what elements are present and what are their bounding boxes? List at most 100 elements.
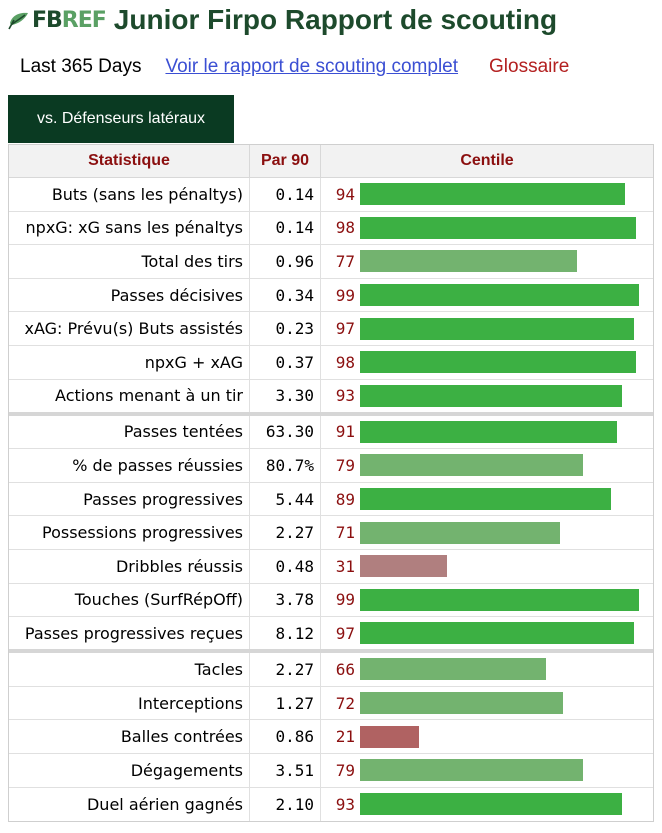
percentile-value: 72 [335,693,355,713]
percentile-bar [360,420,617,443]
stat-percentile-cell: 99 [321,279,653,312]
table-header: Statistique Par 90 Centile [9,145,653,178]
header-percentile[interactable]: Centile [460,152,514,169]
percentile-bar-track [360,692,642,715]
stat-percentile-cell: 98 [321,346,653,379]
percentile-bar-track [360,793,642,816]
percentile-bar [360,488,611,511]
percentile-bar [360,216,637,239]
percentile-value: 77 [335,251,355,271]
percentile-value: 99 [335,590,355,610]
percentile-bar [360,317,634,340]
percentile-bar-track [360,622,642,645]
stat-name: Possessions progressives [9,516,250,549]
stat-percentile-cell: 97 [321,312,653,345]
stat-percentile-cell: 21 [321,720,653,753]
stat-name: Total des tirs [9,245,250,278]
stat-per90: 0.37 [250,345,321,379]
percentile-value: 93 [335,794,355,814]
table-row: Passes progressives 5.44 89 [9,482,653,517]
percentile-value: 79 [335,760,355,780]
percentile-bar-track [360,384,642,407]
table-row: Balles contrées 0.86 21 [9,720,653,754]
stat-per90: 0.14 [250,211,321,245]
stat-per90: 63.30 [250,415,321,449]
stat-name: Dégagements [9,753,250,787]
table-row: xAG: Prévu(s) Buts assistés 0.23 97 [9,312,653,346]
stat-name: Balles contrées [9,720,250,753]
stat-per90: 0.48 [250,549,321,583]
percentile-bar-track [360,454,642,477]
percentile-bar-track [360,317,642,340]
table-row: Touches (SurfRépOff) 3.78 99 [9,583,653,618]
logo-fb: FB [32,7,63,33]
stat-per90: 3.51 [250,753,321,787]
stat-per90: 2.10 [250,787,321,822]
percentile-bar [360,454,583,477]
links-row: Last 365 Days Voir le rapport de scoutin… [20,56,569,78]
logo-ref: REF [61,7,107,33]
percentile-bar [360,384,623,407]
percentile-bar [360,284,640,307]
percentile-value: 31 [335,556,355,576]
stat-per90: 80.7% [250,449,321,482]
stat-per90: 5.44 [250,482,321,516]
percentile-value: 98 [335,352,355,372]
percentile-bar-track [360,521,642,544]
glossary-link[interactable]: Glossaire [489,56,570,77]
percentile-bar-track [360,284,642,307]
stat-per90: 8.12 [250,617,321,650]
full-report-link[interactable]: Voir le rapport de scouting complet [165,56,459,77]
leaf-icon [8,9,30,31]
percentile-bar [360,622,634,645]
percentile-bar-track [360,555,642,578]
percentile-bar-track [360,250,642,273]
stat-per90: 0.14 [250,178,321,211]
percentile-bar-track [360,183,642,206]
table-row: Dégagements 3.51 79 [9,753,653,788]
stat-percentile-cell: 89 [321,483,653,516]
table-row: Dribbles réussis 0.48 31 [9,549,653,584]
stat-name: Buts (sans les pénaltys) [9,178,250,211]
scouting-table: Statistique Par 90 Centile Buts (sans le… [8,144,654,823]
table-row: Interceptions 1.27 72 [9,686,653,721]
period-label: Last 365 Days [20,56,142,77]
fbref-logo[interactable]: FBREF [8,2,107,38]
percentile-value: 91 [335,422,355,442]
tab-vs-fullbacks[interactable]: vs. Défenseurs latéraux [8,95,234,143]
stat-per90: 3.78 [250,583,321,617]
stat-percentile-cell: 94 [321,178,653,211]
stat-percentile-cell: 77 [321,245,653,278]
stat-name: npxG: xG sans les pénaltys [9,211,250,245]
table-row: Passes décisives 0.34 99 [9,278,653,313]
stat-name: Passes décisives [9,278,250,312]
stat-per90: 2.27 [250,516,321,549]
percentile-bar [360,250,578,273]
stat-percentile-cell: 79 [321,754,653,787]
page-title: Junior Firpo Rapport de scouting [113,4,558,35]
percentile-bar [360,521,561,544]
percentile-value: 99 [335,285,355,305]
stat-per90: 0.96 [250,245,321,278]
table-row: % de passes réussies 80.7% 79 [9,449,653,483]
table-row: Passes tentées 63.30 91 [9,415,653,450]
stat-percentile-cell: 91 [321,416,653,449]
percentile-bar [360,588,640,611]
stat-name: Duel aérien gagnés [9,787,250,822]
table-row: Possessions progressives 2.27 71 [9,516,653,550]
header-stat[interactable]: Statistique [9,145,250,177]
stat-percentile-cell: 79 [321,449,653,482]
percentile-bar-track [360,351,642,374]
stat-name: Interceptions [9,686,250,720]
stat-percentile-cell: 93 [321,380,653,412]
percentile-bar [360,658,547,681]
stat-name: % de passes réussies [9,449,250,482]
header-per90[interactable]: Par 90 [250,145,321,177]
stat-name: Tacles [9,653,250,686]
table-row: npxG + xAG 0.37 98 [9,345,653,380]
stat-name: Actions menant à un tir [9,379,250,412]
table-row: Total des tirs 0.96 77 [9,245,653,279]
stat-percentile-cell: 71 [321,516,653,549]
percentile-bar [360,725,420,748]
percentile-value: 21 [335,727,355,747]
